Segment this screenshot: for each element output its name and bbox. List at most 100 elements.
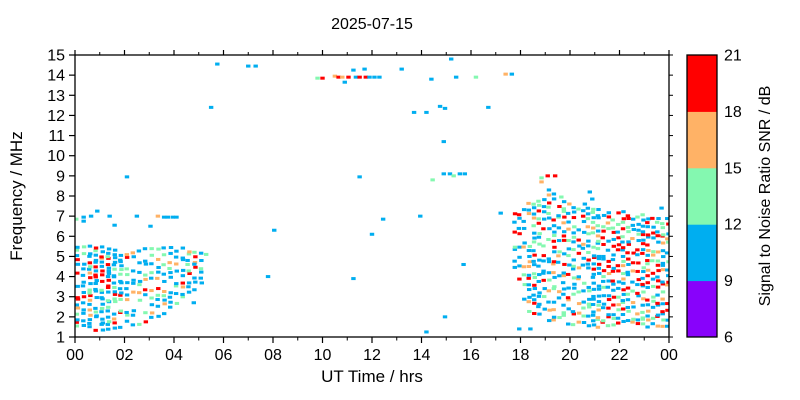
data-point (75, 306, 81, 310)
data-point (437, 104, 443, 108)
data-point (186, 281, 192, 285)
plot-frame (74, 54, 670, 338)
y-tick-label: 8 (56, 189, 65, 206)
data-point (601, 229, 606, 233)
data-point (656, 279, 661, 283)
data-point (81, 290, 86, 294)
data-point (87, 318, 93, 322)
data-point (591, 294, 596, 298)
data-point (137, 322, 142, 326)
data-point (560, 281, 566, 285)
data-point (596, 262, 602, 266)
data-point (641, 270, 646, 274)
data-point (541, 227, 546, 231)
data-point (611, 237, 616, 241)
data-point (636, 294, 641, 298)
data-point (585, 212, 591, 216)
data-point (616, 243, 622, 247)
data-point (541, 259, 546, 263)
data-point (580, 246, 586, 250)
data-point (635, 215, 640, 219)
data-point (640, 310, 645, 314)
data-point (591, 310, 596, 314)
data-point (641, 218, 646, 222)
x-axis-label: UT Time / hrs (321, 367, 423, 386)
data-point (447, 172, 453, 176)
data-point (570, 267, 576, 271)
data-point (399, 67, 404, 71)
data-point (645, 281, 650, 285)
data-point (130, 323, 136, 327)
data-point (621, 292, 627, 296)
data-point (372, 75, 377, 79)
data-point (645, 253, 650, 257)
data-point (577, 244, 582, 248)
data-point (134, 214, 140, 218)
data-point (531, 240, 537, 244)
y-tick-label: 15 (47, 48, 65, 65)
data-point (640, 303, 645, 307)
data-point (149, 289, 154, 293)
data-point (192, 250, 197, 254)
data-point (521, 265, 527, 269)
data-point (130, 269, 136, 273)
data-point (591, 207, 596, 211)
data-point (601, 213, 607, 217)
data-point (630, 223, 636, 227)
data-point (576, 266, 582, 270)
data-point (576, 277, 581, 281)
data-point (601, 254, 606, 258)
data-point (605, 324, 611, 328)
data-point (616, 303, 621, 307)
data-point (168, 300, 173, 304)
data-point (521, 208, 527, 212)
data-point (106, 247, 112, 251)
data-point (616, 211, 621, 215)
data-point (552, 275, 557, 279)
data-point (546, 201, 552, 205)
data-point (75, 248, 80, 252)
data-point (170, 215, 175, 219)
data-point (655, 324, 661, 328)
data-point (611, 288, 616, 292)
data-point (215, 62, 220, 66)
data-point (528, 327, 533, 331)
data-point (137, 291, 142, 295)
data-point (93, 289, 99, 293)
data-point (537, 203, 542, 207)
data-point (655, 285, 661, 289)
data-point (646, 235, 651, 239)
data-point (547, 216, 552, 220)
data-point (113, 300, 118, 304)
data-point (88, 252, 93, 256)
data-point (87, 325, 92, 329)
x-tick-label: 12 (363, 347, 381, 364)
data-point (630, 280, 635, 284)
data-point (595, 241, 601, 245)
data-point (442, 106, 448, 110)
data-point (660, 261, 666, 265)
data-point (660, 268, 666, 272)
data-point (82, 262, 87, 266)
data-point (650, 316, 656, 320)
data-point (630, 217, 636, 221)
data-point (650, 277, 656, 281)
data-point (112, 223, 117, 227)
data-point (167, 305, 173, 309)
data-point (626, 240, 631, 244)
data-point (118, 293, 123, 297)
data-point (645, 309, 651, 313)
data-point (105, 263, 111, 267)
data-point (149, 262, 154, 266)
data-point (665, 268, 669, 272)
data-point (626, 257, 631, 261)
data-point (105, 315, 111, 319)
y-tick-label: 3 (56, 289, 65, 306)
data-point (546, 193, 552, 197)
data-point (148, 224, 153, 228)
data-point (596, 284, 602, 288)
data-point (650, 216, 655, 220)
data-point (620, 307, 626, 311)
data-point (106, 269, 112, 273)
data-point (369, 232, 375, 236)
